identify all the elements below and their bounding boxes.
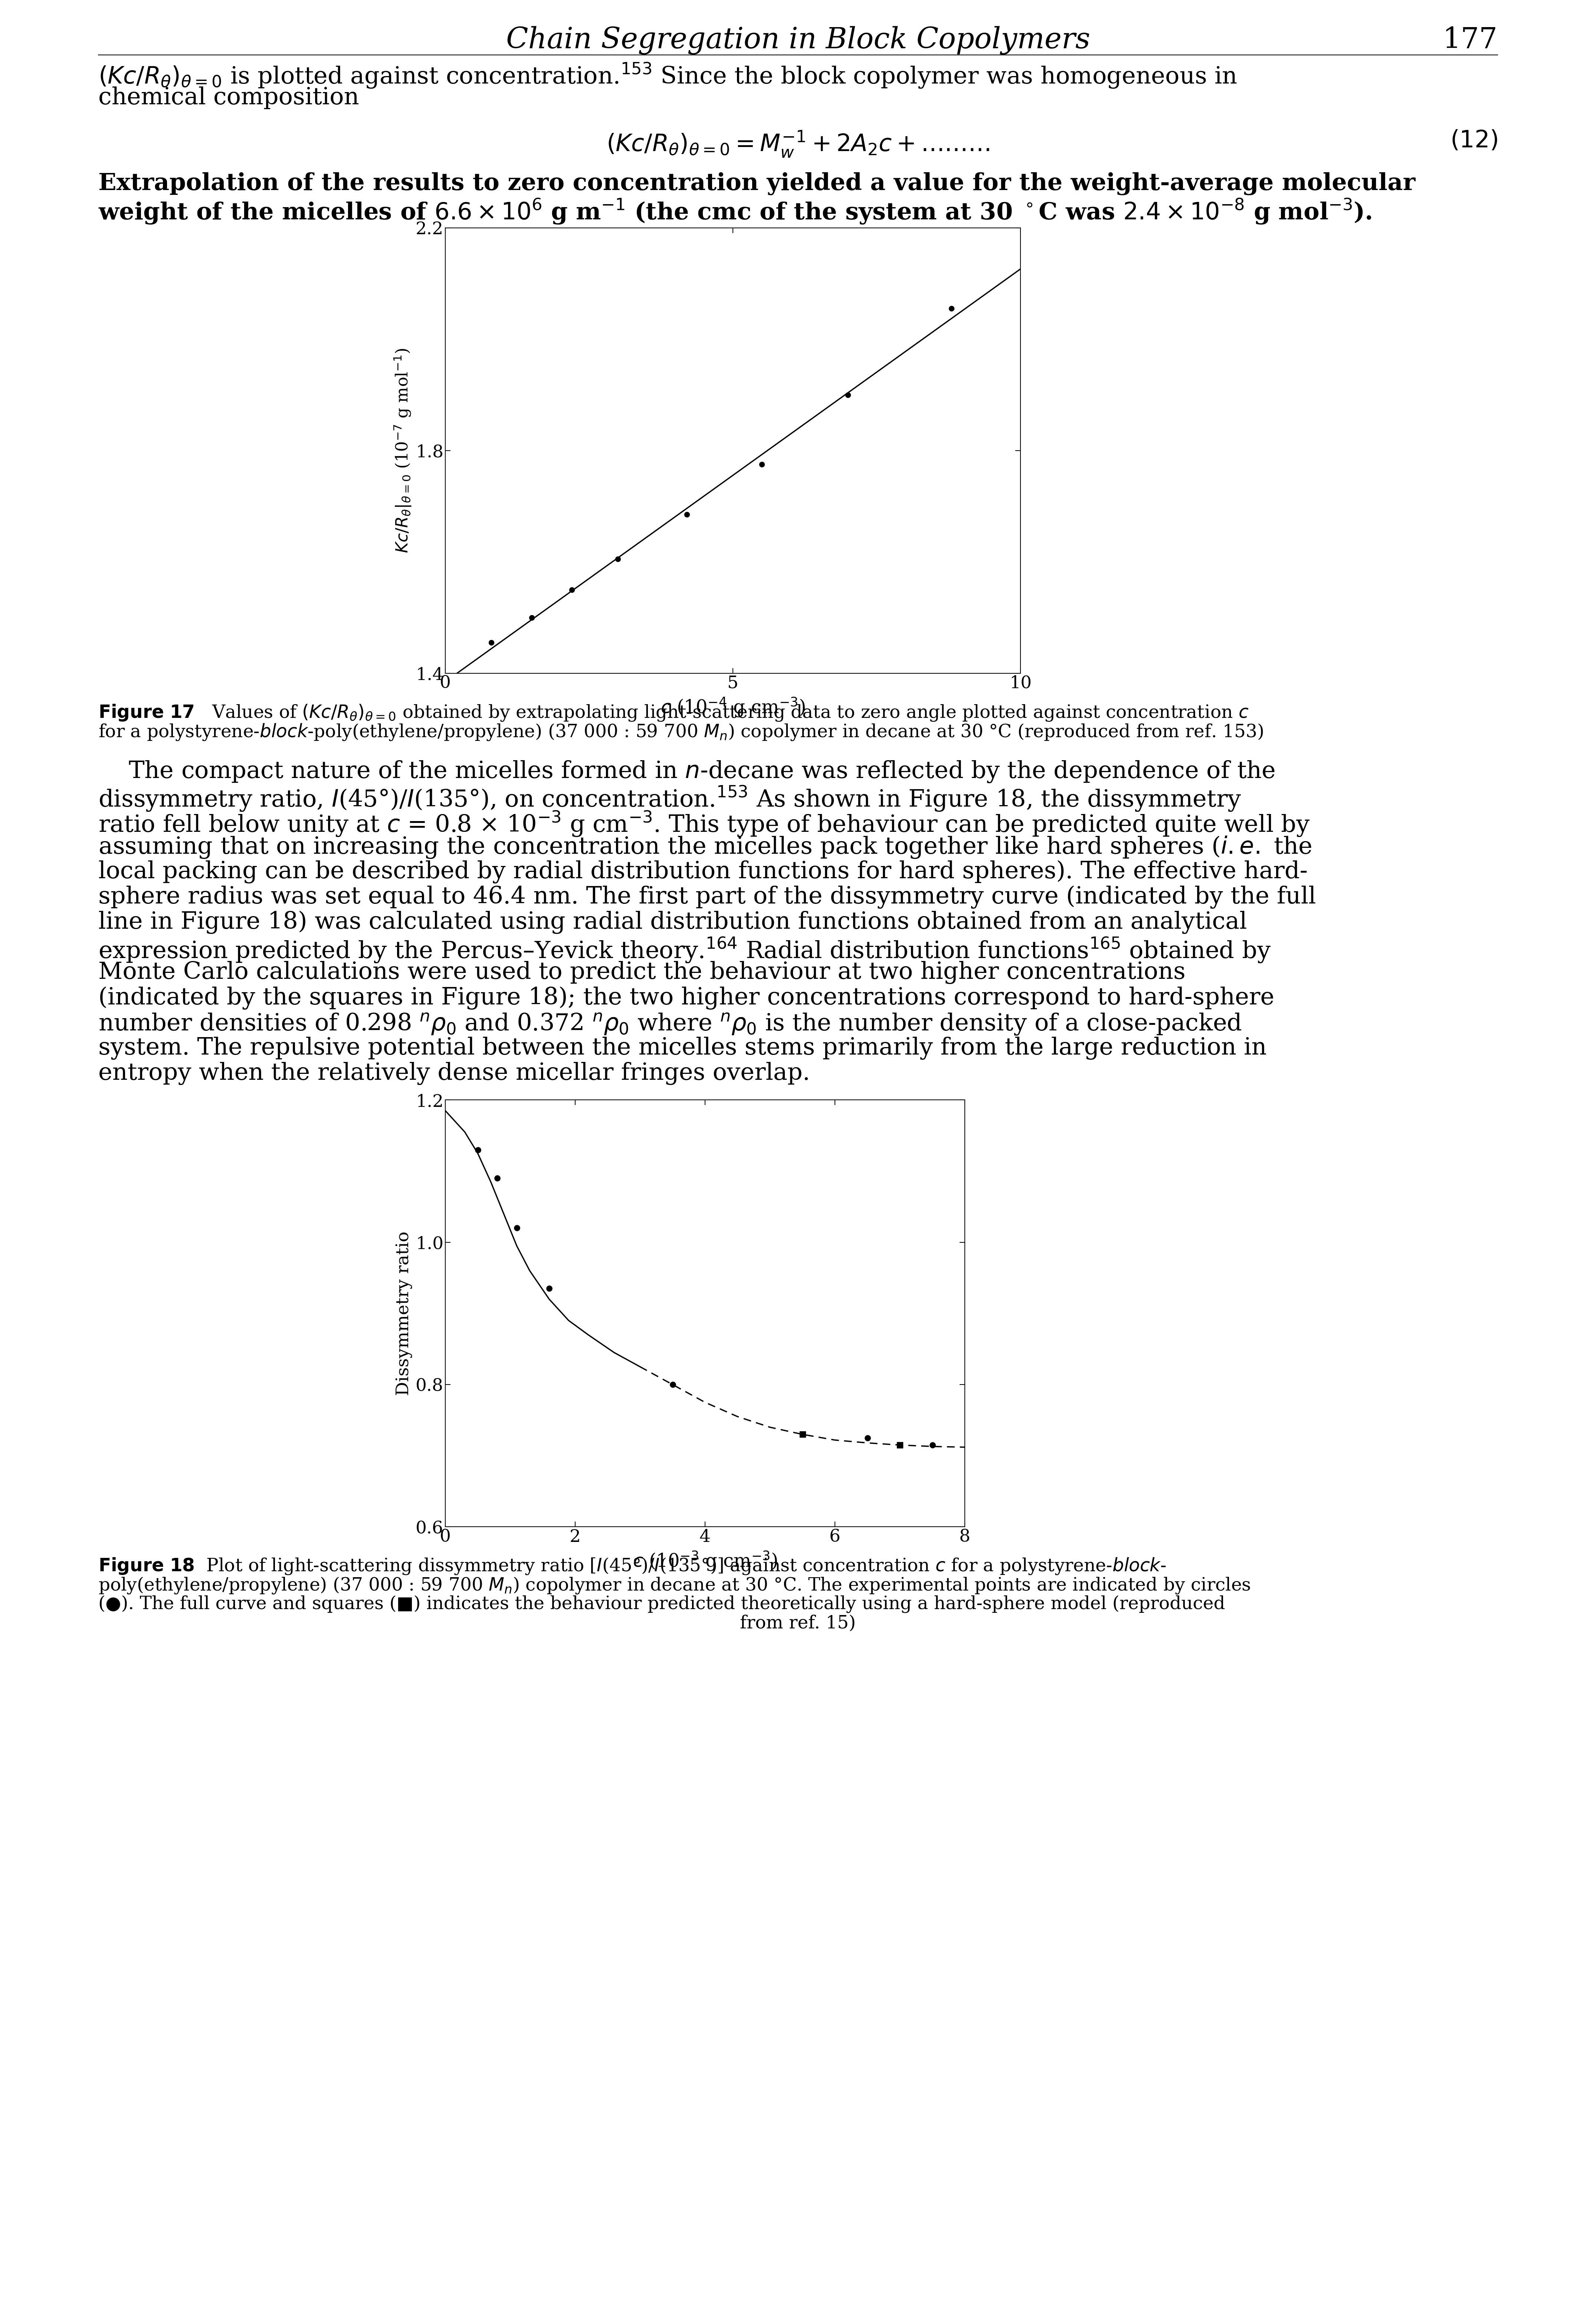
Text: $(12)$: $(12)$ — [1451, 129, 1497, 152]
X-axis label: $c$ (10$^{-3}$ g cm$^{-3}$): $c$ (10$^{-3}$ g cm$^{-3}$) — [632, 1549, 777, 1572]
Text: $(Kc/R_\theta)_{\theta=0} = M_w^{-1}+2A_2c+ \ldots\ldots\ldots$: $(Kc/R_\theta)_{\theta=0} = M_w^{-1}+2A_… — [606, 129, 990, 159]
Text: $\mathbf{Figure\ 17}$   Values of $(Kc/R_\theta)_{\theta=0}$ obtained by extrapo: $\mathbf{Figure\ 17}$ Values of $(Kc/R_\… — [99, 704, 1248, 723]
Text: dissymmetry ratio, $I$(45°)/$I$(135°), on concentration.$^{153}$ As shown in Fig: dissymmetry ratio, $I$(45°)/$I$(135°), o… — [99, 785, 1242, 812]
Text: $(Kc/R_\theta)_{\theta=0}$ is plotted against concentration.$^{153}$ Since the b: $(Kc/R_\theta)_{\theta=0}$ is plotted ag… — [99, 62, 1237, 90]
Text: expression predicted by the Percus–Yevick theory.$^{164}$ Radial distribution fu: expression predicted by the Percus–Yevic… — [99, 937, 1270, 964]
Text: poly(ethylene/propylene) (37 000 : 59 700 $M_n$) copolymer in decane at 30 °C. T: poly(ethylene/propylene) (37 000 : 59 70… — [99, 1576, 1251, 1595]
Text: entropy when the relatively dense micellar fringes overlap.: entropy when the relatively dense micell… — [99, 1063, 811, 1086]
Text: ratio fell below unity at $c$ = 0.8 × 10$^{-3}$ g cm$^{-3}$. This type of behavi: ratio fell below unity at $c$ = 0.8 × 10… — [99, 810, 1310, 838]
Text: sphere radius was set equal to 46.4 nm. The first part of the dissymmetry curve : sphere radius was set equal to 46.4 nm. … — [99, 886, 1317, 909]
Text: chemical composition: chemical composition — [99, 87, 359, 108]
Text: line in Figure 18) was calculated using radial distribution functions obtained f: line in Figure 18) was calculated using … — [99, 911, 1246, 934]
Text: (indicated by the squares in Figure 18); the two higher concentrations correspon: (indicated by the squares in Figure 18);… — [99, 987, 1274, 1010]
Text: 177: 177 — [1443, 25, 1497, 55]
Text: Chain Segregation in Block Copolymers: Chain Segregation in Block Copolymers — [506, 25, 1090, 55]
Text: from ref. 15): from ref. 15) — [741, 1615, 855, 1631]
Text: Extrapolation of the results to zero concentration yielded a value for the weigh: Extrapolation of the results to zero con… — [99, 173, 1416, 196]
Text: number densities of 0.298 $^n\rho_0$ and 0.372 $^n\rho_0$ where $^n\rho_0$ is th: number densities of 0.298 $^n\rho_0$ and… — [99, 1012, 1242, 1038]
Text: weight of the micelles of $6.6 \times 10^6$ g m$^{-1}$ (the cmc of the system at: weight of the micelles of $6.6 \times 10… — [99, 198, 1373, 225]
Text: $\mathbf{Figure\ 18}$  Plot of light-scattering dissymmetry ratio [$I$(45°)/$I$(: $\mathbf{Figure\ 18}$ Plot of light-scat… — [99, 1555, 1167, 1576]
Text: for a polystyrene-$\mathit{block}$-poly(ethylene/propylene) (37 000 : 59 700 $M_: for a polystyrene-$\mathit{block}$-poly(… — [99, 723, 1264, 741]
X-axis label: $c$ (10$^{-4}$ g cm$^{-3}$): $c$ (10$^{-4}$ g cm$^{-3}$) — [661, 695, 806, 718]
Text: local packing can be described by radial distribution functions for hard spheres: local packing can be described by radial… — [99, 861, 1307, 884]
Text: The compact nature of the micelles formed in $n$-decane was reflected by the dep: The compact nature of the micelles forme… — [99, 759, 1275, 785]
Y-axis label: Dissymmetry ratio: Dissymmetry ratio — [396, 1231, 412, 1397]
Text: system. The repulsive potential between the micelles stems primarily from the la: system. The repulsive potential between … — [99, 1038, 1267, 1061]
Text: (●). The full curve and squares (■) indicates the behaviour predicted theoretica: (●). The full curve and squares (■) indi… — [99, 1595, 1226, 1613]
Text: Monte Carlo calculations were used to predict the behaviour at two higher concen: Monte Carlo calculations were used to pr… — [99, 962, 1186, 985]
Text: assuming that on increasing the concentration the micelles pack together like ha: assuming that on increasing the concentr… — [99, 835, 1312, 861]
Y-axis label: $Kc/R_\theta|_{\theta=0}$ (10$^{-7}$ g mol$^{-1}$): $Kc/R_\theta|_{\theta=0}$ (10$^{-7}$ g m… — [393, 347, 412, 552]
